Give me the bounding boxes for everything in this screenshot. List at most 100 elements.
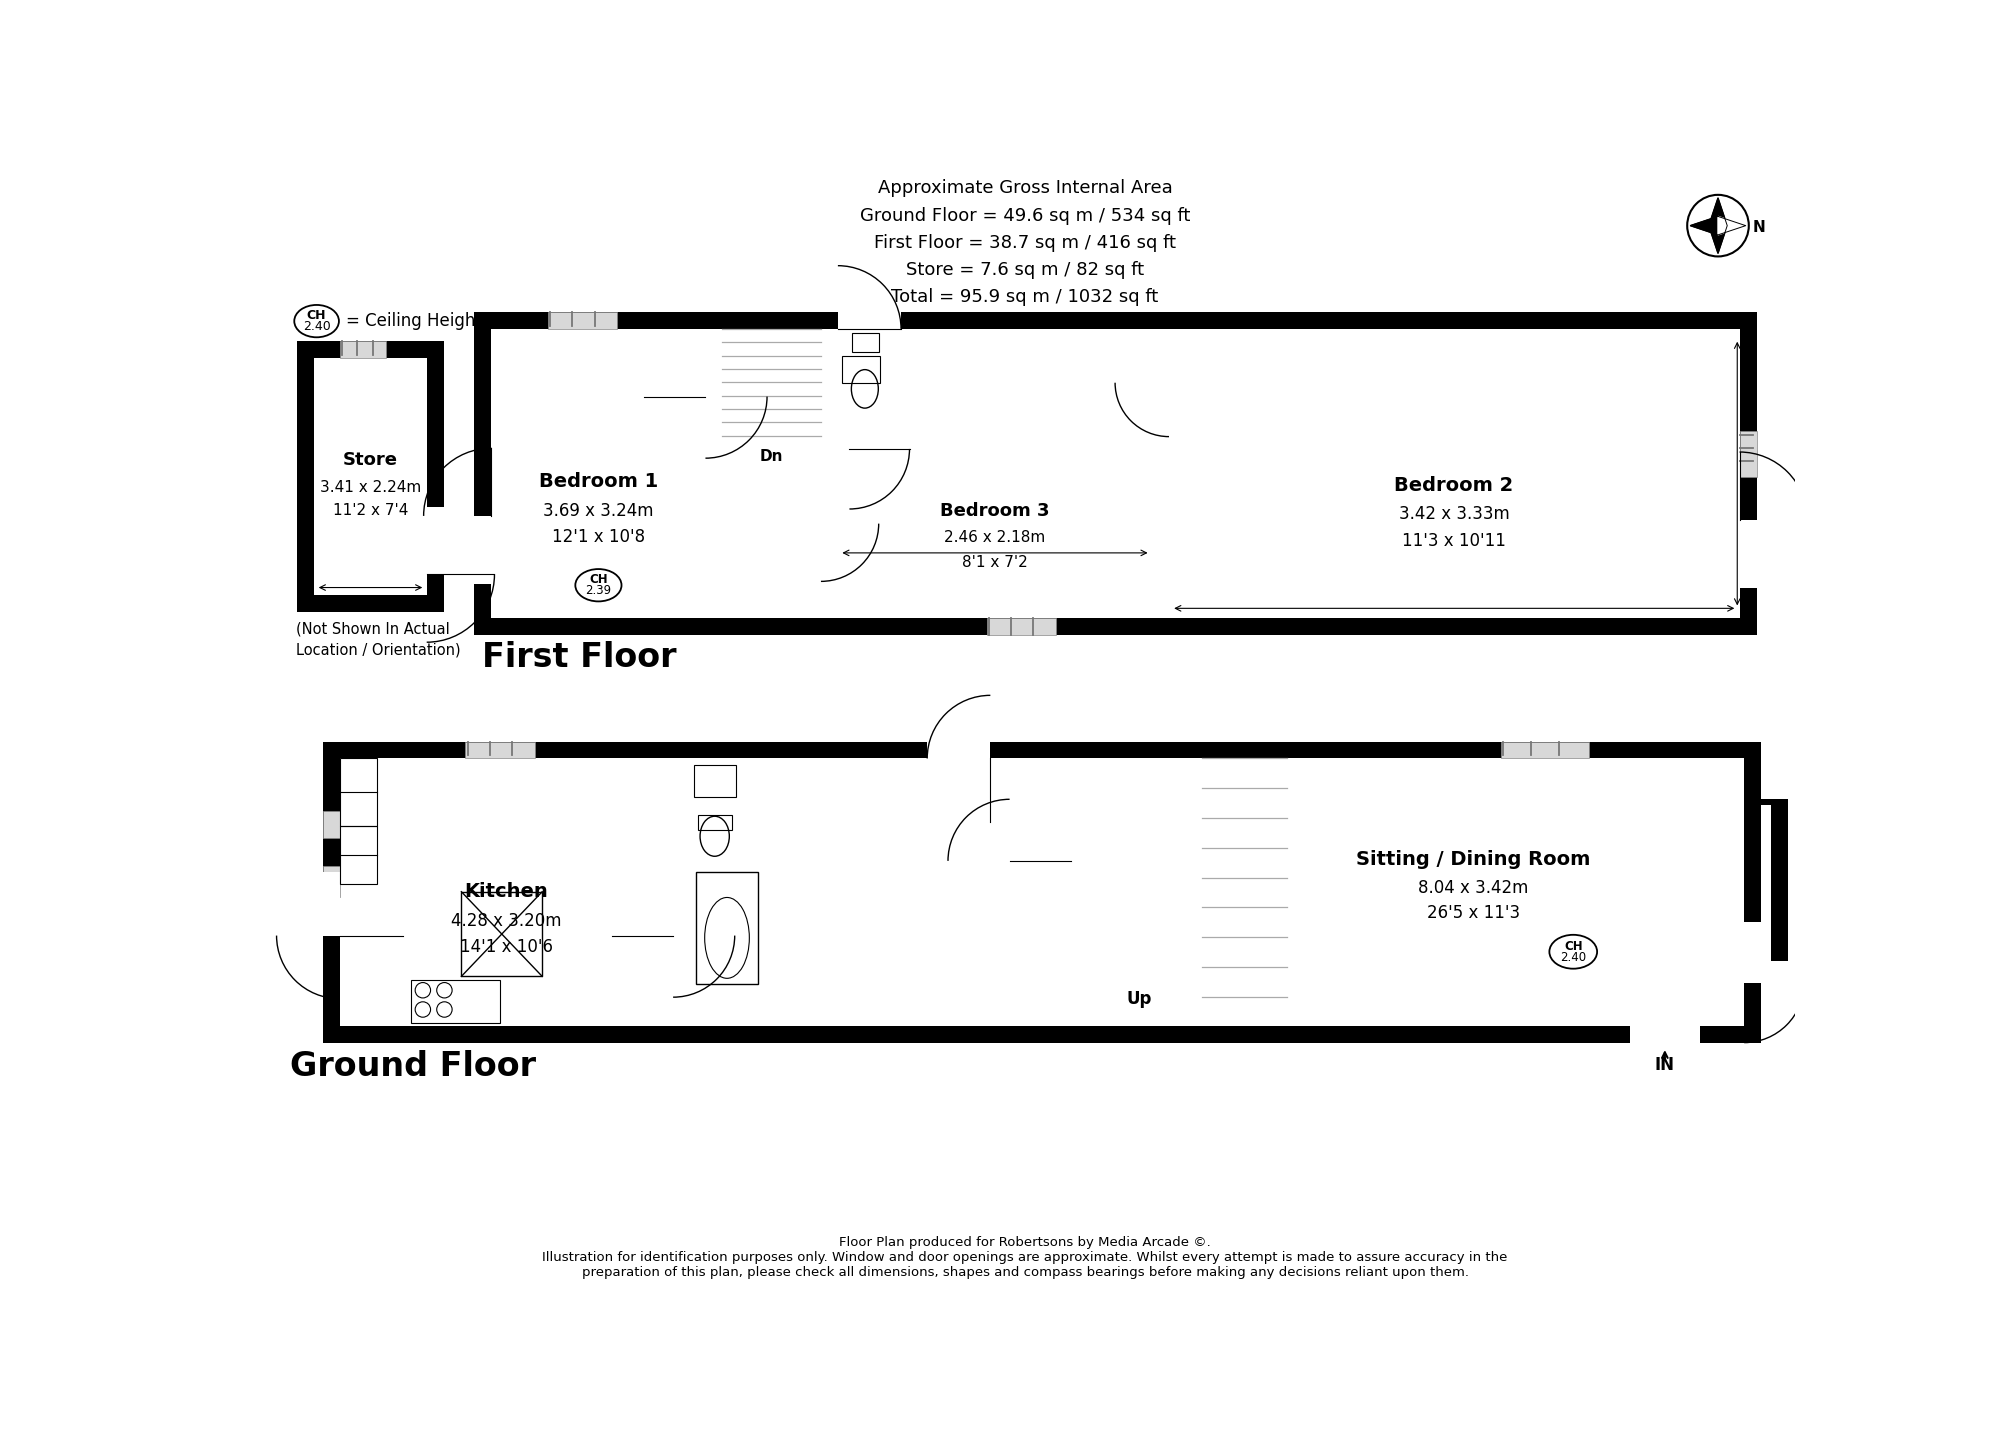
Bar — [298, 595, 444, 612]
Bar — [322, 1027, 1762, 1044]
Text: Approximate Gross Internal Area
Ground Floor = 49.6 sq m / 534 sq ft
First Floor: Approximate Gross Internal Area Ground F… — [860, 179, 1190, 306]
Text: CH: CH — [590, 573, 608, 586]
Text: 2.46 x 2.18m: 2.46 x 2.18m — [944, 530, 1046, 544]
Bar — [690, 864, 992, 881]
Polygon shape — [1718, 217, 1746, 235]
Text: = Ceiling Height: = Ceiling Height — [346, 312, 482, 331]
Bar — [340, 341, 386, 358]
Bar — [340, 826, 376, 884]
Bar — [474, 312, 1756, 329]
Bar — [850, 449, 910, 466]
Bar — [986, 618, 1056, 635]
Bar — [412, 980, 500, 1022]
Text: Bedroom 2: Bedroom 2 — [1394, 475, 1514, 495]
Text: Kitchen: Kitchen — [464, 882, 548, 901]
Bar — [1152, 329, 1168, 383]
Bar — [322, 872, 340, 936]
Text: 2.40: 2.40 — [302, 321, 330, 334]
Bar — [820, 466, 838, 524]
Bar — [1762, 806, 1772, 954]
Text: CH: CH — [1564, 940, 1582, 953]
Text: IN: IN — [1654, 1056, 1674, 1074]
Text: Up: Up — [1126, 989, 1152, 1008]
Bar — [1744, 907, 1786, 928]
Polygon shape — [1690, 217, 1718, 235]
Text: Ground Floor: Ground Floor — [290, 1050, 536, 1083]
Text: 3.69 x 3.24m: 3.69 x 3.24m — [544, 501, 654, 520]
Bar — [1744, 923, 1762, 982]
Bar — [314, 358, 426, 595]
Text: 26'5 x 11'3: 26'5 x 11'3 — [1426, 904, 1520, 923]
Bar — [1740, 432, 1756, 478]
Bar — [674, 742, 690, 1044]
Bar — [1500, 742, 1590, 758]
Bar — [466, 742, 534, 758]
Bar — [426, 507, 444, 575]
Bar — [706, 449, 1168, 466]
Text: Bedroom 1: Bedroom 1 — [538, 472, 658, 491]
Text: 2.39: 2.39 — [586, 585, 612, 598]
Bar — [340, 809, 690, 826]
Bar — [1740, 520, 1756, 588]
Text: 2.40: 2.40 — [1560, 950, 1586, 963]
Bar — [1744, 742, 1762, 1044]
Bar — [1534, 329, 1648, 399]
Bar — [474, 618, 1756, 635]
Bar — [1744, 826, 1786, 848]
Text: First Floor: First Floor — [482, 641, 676, 674]
Bar — [838, 312, 902, 329]
Text: 8'1 x 7'2: 8'1 x 7'2 — [962, 554, 1028, 569]
Bar — [992, 861, 1010, 923]
Bar — [820, 742, 836, 881]
Bar — [692, 742, 1010, 812]
Bar — [322, 742, 1762, 758]
Bar — [492, 329, 1740, 618]
Bar — [928, 742, 990, 758]
Text: 8.04 x 3.42m: 8.04 x 3.42m — [1418, 879, 1528, 897]
Bar — [710, 758, 1010, 812]
Bar — [1518, 312, 1648, 399]
Bar — [1744, 853, 1786, 874]
Bar — [706, 312, 722, 635]
Bar — [1744, 934, 1786, 954]
Bar — [838, 449, 1152, 466]
Bar — [474, 516, 492, 583]
Text: Bedroom 3: Bedroom 3 — [940, 501, 1050, 520]
Bar — [694, 765, 736, 797]
Bar — [1740, 312, 1756, 635]
Text: Illustration for identification purposes only. Window and door openings are appr: Illustration for identification purposes… — [542, 1251, 1508, 1264]
Text: Store: Store — [344, 452, 398, 469]
Text: 11'3 x 10'11: 11'3 x 10'11 — [1402, 533, 1506, 550]
Bar — [298, 341, 314, 612]
Text: 11'2 x 7'4: 11'2 x 7'4 — [332, 503, 408, 518]
Text: Floor Plan produced for Robertsons by Media Arcade ©.: Floor Plan produced for Robertsons by Me… — [840, 1236, 1210, 1249]
Bar — [298, 341, 444, 358]
Bar — [322, 866, 340, 897]
Bar — [696, 872, 758, 985]
Bar — [706, 335, 722, 397]
Bar — [692, 794, 992, 812]
Bar — [322, 742, 340, 1044]
Text: preparation of this plan, please check all dimensions, shapes and compass bearin: preparation of this plan, please check a… — [582, 1266, 1468, 1279]
Bar — [992, 742, 1010, 1044]
Bar — [1630, 1027, 1700, 1044]
Bar — [852, 332, 878, 352]
Bar — [474, 312, 492, 635]
Bar — [548, 312, 616, 329]
Bar — [1772, 800, 1788, 962]
Text: 4.28 x 3.20m: 4.28 x 3.20m — [450, 913, 562, 930]
Bar — [1744, 881, 1786, 901]
Text: 3.41 x 2.24m: 3.41 x 2.24m — [320, 479, 422, 495]
Bar — [322, 812, 340, 838]
Text: 14'1 x 10'6: 14'1 x 10'6 — [460, 939, 552, 956]
Bar — [340, 758, 1744, 1027]
Polygon shape — [1708, 198, 1728, 253]
Bar — [1186, 742, 1202, 1044]
Text: Sitting / Dining Room: Sitting / Dining Room — [1356, 851, 1590, 869]
Bar — [820, 312, 1168, 351]
Bar — [838, 329, 1152, 351]
Bar — [674, 874, 690, 936]
Text: 12'1 x 10'8: 12'1 x 10'8 — [552, 529, 644, 546]
Text: 3.42 x 3.33m: 3.42 x 3.33m — [1398, 505, 1510, 523]
Text: CH: CH — [306, 309, 326, 322]
